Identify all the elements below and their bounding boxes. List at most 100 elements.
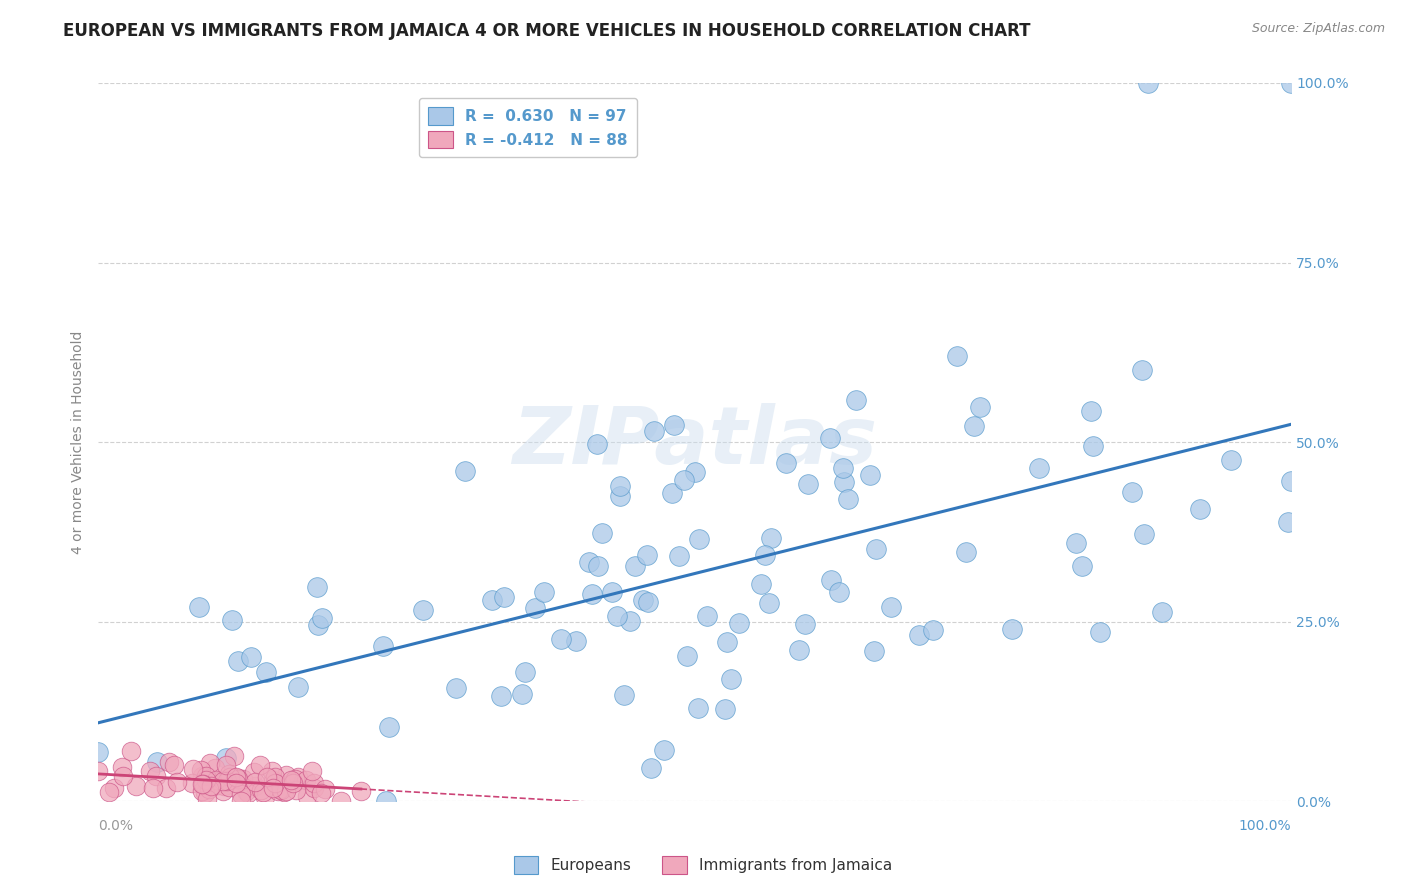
Point — [609, 479, 631, 493]
Point — [225, 770, 247, 784]
Point — [492, 591, 515, 605]
Point — [749, 576, 772, 591]
Legend: Europeans, Immigrants from Jamaica: Europeans, Immigrants from Jamaica — [508, 850, 898, 880]
Point — [243, 764, 266, 779]
Point — [754, 549, 776, 563]
Point — [222, 748, 245, 763]
Point — [636, 548, 658, 562]
Y-axis label: 4 or more Vehicles in Household: 4 or more Vehicles in Household — [72, 330, 86, 554]
Point — [672, 474, 695, 488]
Point — [190, 776, 212, 790]
Point — [155, 781, 177, 796]
Point — [232, 772, 254, 787]
Point — [208, 774, 231, 789]
Point — [922, 624, 945, 638]
Point — [307, 618, 329, 632]
Point — [263, 770, 285, 784]
Point — [652, 742, 675, 756]
Point — [190, 784, 212, 798]
Text: 100.0%: 100.0% — [1239, 819, 1291, 833]
Point — [218, 766, 240, 780]
Point — [624, 559, 647, 574]
Point — [283, 773, 305, 788]
Point — [181, 776, 204, 790]
Point — [309, 786, 332, 800]
Point — [330, 794, 353, 808]
Point — [226, 772, 249, 786]
Point — [197, 781, 219, 796]
Point — [183, 762, 205, 776]
Point — [513, 665, 536, 680]
Point — [1279, 475, 1302, 489]
Point — [1071, 558, 1094, 573]
Point — [1137, 76, 1160, 90]
Point — [787, 642, 810, 657]
Point — [191, 777, 214, 791]
Point — [294, 773, 316, 788]
Point — [489, 690, 512, 704]
Point — [254, 665, 277, 679]
Point — [120, 744, 142, 758]
Point — [969, 401, 991, 415]
Point — [609, 489, 631, 503]
Point — [215, 751, 238, 765]
Point — [111, 768, 134, 782]
Point — [280, 772, 302, 787]
Point — [264, 777, 287, 791]
Point — [254, 789, 277, 804]
Point — [139, 764, 162, 778]
Point — [236, 786, 259, 800]
Point — [1064, 536, 1087, 550]
Point — [796, 476, 818, 491]
Point — [235, 784, 257, 798]
Point — [307, 580, 329, 594]
Point — [287, 770, 309, 784]
Point — [146, 755, 169, 769]
Point — [1088, 624, 1111, 639]
Point — [212, 783, 235, 797]
Point — [311, 611, 333, 625]
Point — [284, 783, 307, 797]
Point — [249, 783, 271, 797]
Point — [688, 533, 710, 547]
Point — [619, 614, 641, 628]
Point — [775, 457, 797, 471]
Point — [446, 681, 468, 695]
Point — [565, 634, 588, 648]
Point — [865, 541, 887, 556]
Point — [550, 632, 572, 647]
Point — [637, 595, 659, 609]
Point — [1219, 453, 1241, 467]
Point — [302, 781, 325, 796]
Point — [281, 775, 304, 789]
Point — [581, 586, 603, 600]
Point — [205, 773, 228, 788]
Point — [818, 431, 841, 445]
Point — [728, 616, 751, 631]
Point — [716, 634, 738, 648]
Point — [262, 773, 284, 788]
Point — [758, 596, 780, 610]
Point — [586, 437, 609, 451]
Point — [759, 531, 782, 545]
Point — [301, 764, 323, 779]
Point — [1150, 605, 1173, 619]
Point — [87, 745, 110, 759]
Point — [229, 787, 252, 801]
Point — [98, 785, 121, 799]
Point — [226, 772, 249, 786]
Point — [828, 585, 851, 599]
Point — [194, 769, 217, 783]
Point — [264, 776, 287, 790]
Point — [859, 468, 882, 483]
Point — [661, 486, 683, 500]
Point — [533, 584, 555, 599]
Point — [613, 688, 636, 702]
Text: ZIPatlas: ZIPatlas — [512, 403, 877, 481]
Point — [1277, 516, 1299, 530]
Point — [200, 779, 222, 793]
Point — [212, 774, 235, 789]
Point — [837, 491, 859, 506]
Point — [221, 613, 243, 627]
Point — [229, 794, 252, 808]
